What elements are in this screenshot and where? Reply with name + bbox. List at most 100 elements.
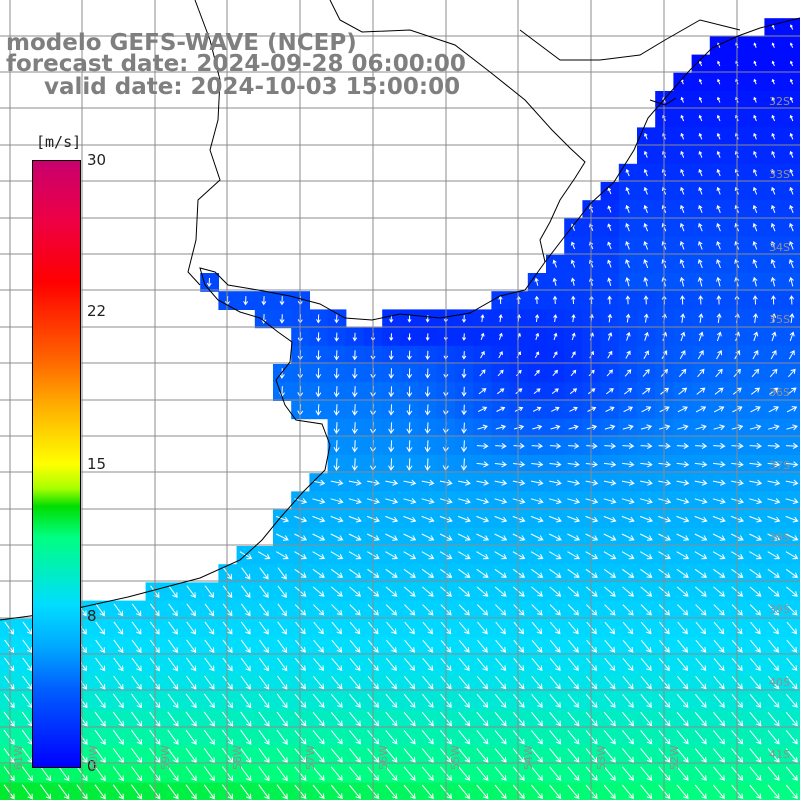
wind-arrow bbox=[422, 675, 434, 690]
wind-arrow bbox=[476, 766, 489, 781]
wind-arrow bbox=[607, 205, 612, 213]
wind-arrow bbox=[258, 657, 270, 672]
wind-arrow bbox=[531, 693, 543, 708]
wind-arrow bbox=[185, 748, 197, 764]
wind-arrow bbox=[258, 784, 270, 800]
wind-arrow bbox=[348, 479, 362, 486]
wind-arrow bbox=[697, 349, 704, 360]
wind-arrow bbox=[276, 748, 288, 764]
wind-arrow bbox=[770, 241, 776, 250]
wind-arrow bbox=[498, 351, 503, 359]
wind-arrow bbox=[752, 222, 758, 232]
wind-arrow bbox=[749, 675, 761, 690]
wind-arrow bbox=[388, 458, 395, 471]
wind-arrow bbox=[496, 388, 505, 395]
wind-arrow bbox=[785, 479, 799, 486]
wind-arrow bbox=[567, 461, 580, 468]
wind-arrow bbox=[403, 748, 416, 763]
lon-label-53w: 53W bbox=[595, 745, 608, 770]
wind-arrow bbox=[680, 313, 686, 323]
wind-arrow bbox=[694, 748, 707, 763]
wind-arrow bbox=[461, 315, 467, 323]
wind-arrow bbox=[716, 259, 721, 269]
wind-arrow bbox=[750, 621, 761, 635]
wind-arrow bbox=[512, 766, 525, 781]
wind-arrow bbox=[753, 96, 757, 103]
wind-arrow bbox=[203, 766, 215, 782]
wind-arrow bbox=[458, 784, 471, 800]
wind-arrow bbox=[530, 533, 544, 541]
wind-arrow bbox=[425, 350, 431, 360]
wind-arrow bbox=[333, 386, 340, 398]
wind-arrow bbox=[643, 222, 649, 232]
wind-arrow bbox=[571, 313, 576, 323]
wind-arrow bbox=[771, 96, 775, 103]
wind-arrow bbox=[279, 368, 285, 379]
wind-arrow bbox=[349, 730, 361, 745]
wind-arrow bbox=[752, 313, 759, 323]
wind-arrow bbox=[498, 295, 503, 305]
wind-arrow bbox=[621, 533, 635, 541]
wind-arrow bbox=[698, 114, 703, 122]
wind-arrow bbox=[769, 387, 779, 395]
wind-arrow bbox=[494, 784, 507, 800]
wind-arrow bbox=[461, 404, 467, 416]
wind-arrow bbox=[752, 259, 758, 269]
wind-arrow bbox=[643, 150, 648, 158]
wind-arrow bbox=[422, 693, 434, 708]
wind-arrow bbox=[513, 621, 525, 635]
wind-arrow bbox=[58, 766, 70, 782]
wind-arrow bbox=[277, 585, 287, 598]
wind-arrow bbox=[312, 784, 325, 800]
wind-arrow bbox=[623, 406, 634, 413]
wind-arrow bbox=[771, 132, 776, 140]
wind-arrow bbox=[768, 675, 780, 690]
wind-arrow bbox=[312, 711, 325, 727]
wind-arrow bbox=[677, 406, 688, 413]
wind-arrow bbox=[403, 479, 417, 486]
wind-arrow bbox=[168, 603, 178, 617]
wind-arrow bbox=[21, 766, 33, 782]
lon-label-52w: 52W bbox=[668, 745, 681, 770]
wind-arrow bbox=[112, 693, 124, 709]
wind-arrow bbox=[785, 442, 799, 450]
wind-arrow bbox=[694, 711, 707, 727]
forecast-date: forecast date: 2024-09-28 06:00:00 bbox=[6, 51, 466, 77]
wind-arrow bbox=[186, 657, 197, 672]
wind-arrow bbox=[767, 442, 781, 450]
colorbar bbox=[32, 160, 81, 768]
wind-arrow bbox=[333, 368, 340, 379]
wind-arrow bbox=[698, 150, 703, 158]
wind-arrow bbox=[749, 766, 762, 781]
wind-arrow bbox=[771, 313, 777, 323]
wind-arrow bbox=[240, 657, 251, 672]
wind-arrow bbox=[603, 515, 617, 523]
wind-arrow bbox=[549, 748, 562, 763]
wind-arrow bbox=[130, 729, 143, 745]
wind-arrow bbox=[621, 498, 635, 505]
wind-arrow bbox=[495, 657, 507, 672]
wind-arrow bbox=[767, 551, 781, 560]
wind-arrow bbox=[770, 295, 776, 305]
wind-arrow bbox=[713, 442, 726, 450]
wind-arrow bbox=[512, 730, 525, 745]
wind-arrow bbox=[716, 168, 721, 177]
wind-arrow bbox=[768, 657, 780, 672]
wind-arrow bbox=[603, 461, 617, 468]
wind-arrow bbox=[457, 533, 471, 541]
wind-arrow bbox=[570, 369, 577, 377]
wind-arrow bbox=[530, 551, 544, 560]
wind-arrow bbox=[259, 621, 269, 635]
wind-arrow bbox=[549, 461, 562, 468]
wind-arrow bbox=[789, 42, 794, 48]
wind-arrow bbox=[534, 277, 539, 286]
wind-arrow bbox=[421, 711, 434, 727]
wind-arrow bbox=[785, 730, 798, 745]
wind-arrow bbox=[535, 332, 540, 340]
wind-arrow bbox=[533, 388, 541, 394]
wind-arrow bbox=[131, 639, 142, 654]
wind-arrow bbox=[785, 551, 799, 560]
wind-arrow bbox=[513, 604, 525, 616]
wind-arrow bbox=[767, 730, 780, 745]
